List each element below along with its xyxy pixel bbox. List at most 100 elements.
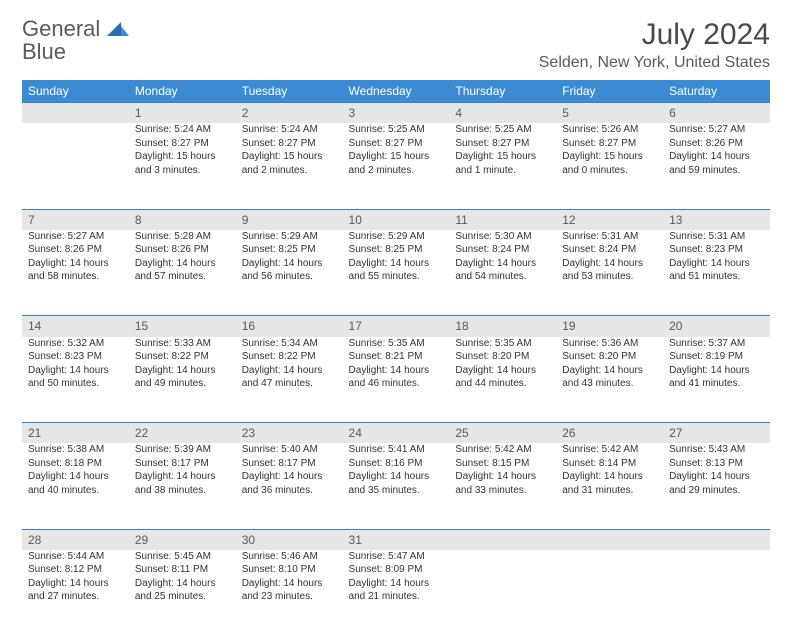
- day-number: 26: [556, 423, 663, 444]
- day-cell: Sunrise: 5:27 AMSunset: 8:26 PMDaylight:…: [22, 230, 129, 316]
- sunset-line: Sunset: 8:27 PM: [242, 137, 337, 151]
- daylight-line: Daylight: 14 hours and 40 minutes.: [28, 470, 123, 497]
- daylight-line: Daylight: 14 hours and 51 minutes.: [669, 257, 764, 284]
- day-number: 8: [129, 209, 236, 230]
- daylight-line: Daylight: 14 hours and 56 minutes.: [242, 257, 337, 284]
- day-number: 19: [556, 316, 663, 337]
- sunset-line: Sunset: 8:20 PM: [455, 350, 550, 364]
- sunset-line: Sunset: 8:12 PM: [28, 563, 123, 577]
- daylight-line: Daylight: 14 hours and 41 minutes.: [669, 364, 764, 391]
- day-cell: Sunrise: 5:47 AMSunset: 8:09 PMDaylight:…: [343, 550, 450, 636]
- day-number: 21: [22, 423, 129, 444]
- data-row: Sunrise: 5:38 AMSunset: 8:18 PMDaylight:…: [22, 443, 770, 529]
- day-number: 29: [129, 529, 236, 550]
- sunrise-line: Sunrise: 5:35 AM: [349, 337, 444, 351]
- day-cell: Sunrise: 5:29 AMSunset: 8:25 PMDaylight:…: [236, 230, 343, 316]
- sunrise-line: Sunrise: 5:38 AM: [28, 443, 123, 457]
- sunset-line: Sunset: 8:16 PM: [349, 457, 444, 471]
- data-row: Sunrise: 5:44 AMSunset: 8:12 PMDaylight:…: [22, 550, 770, 636]
- calendar-body: 123456Sunrise: 5:24 AMSunset: 8:27 PMDay…: [22, 103, 770, 636]
- sunset-line: Sunset: 8:25 PM: [349, 243, 444, 257]
- day-number: 6: [663, 103, 770, 124]
- sunrise-line: Sunrise: 5:47 AM: [349, 550, 444, 564]
- day-number: 11: [449, 209, 556, 230]
- daylight-line: Daylight: 14 hours and 29 minutes.: [669, 470, 764, 497]
- sunset-line: Sunset: 8:14 PM: [562, 457, 657, 471]
- sunrise-line: Sunrise: 5:27 AM: [28, 230, 123, 244]
- sunrise-line: Sunrise: 5:39 AM: [135, 443, 230, 457]
- day-cell: Sunrise: 5:24 AMSunset: 8:27 PMDaylight:…: [236, 123, 343, 209]
- day-number: [556, 529, 663, 550]
- day-number: 10: [343, 209, 450, 230]
- title-block: July 2024 Selden, New York, United State…: [539, 18, 770, 72]
- logo: General Blue: [22, 18, 129, 64]
- day-number: 7: [22, 209, 129, 230]
- sunset-line: Sunset: 8:20 PM: [562, 350, 657, 364]
- day-cell: Sunrise: 5:42 AMSunset: 8:14 PMDaylight:…: [556, 443, 663, 529]
- day-number: 1: [129, 103, 236, 124]
- sunset-line: Sunset: 8:23 PM: [669, 243, 764, 257]
- sunset-line: Sunset: 8:17 PM: [242, 457, 337, 471]
- daylight-line: Daylight: 15 hours and 2 minutes.: [349, 150, 444, 177]
- day-number: 16: [236, 316, 343, 337]
- weekday-header: Monday: [129, 80, 236, 103]
- daynum-row: 123456: [22, 103, 770, 124]
- day-cell: Sunrise: 5:34 AMSunset: 8:22 PMDaylight:…: [236, 337, 343, 423]
- data-row: Sunrise: 5:27 AMSunset: 8:26 PMDaylight:…: [22, 230, 770, 316]
- sunrise-line: Sunrise: 5:42 AM: [562, 443, 657, 457]
- day-number: 25: [449, 423, 556, 444]
- sunset-line: Sunset: 8:26 PM: [135, 243, 230, 257]
- day-cell: Sunrise: 5:43 AMSunset: 8:13 PMDaylight:…: [663, 443, 770, 529]
- sunrise-line: Sunrise: 5:41 AM: [349, 443, 444, 457]
- day-cell: Sunrise: 5:32 AMSunset: 8:23 PMDaylight:…: [22, 337, 129, 423]
- sunrise-line: Sunrise: 5:46 AM: [242, 550, 337, 564]
- weekday-header: Sunday: [22, 80, 129, 103]
- sunset-line: Sunset: 8:13 PM: [669, 457, 764, 471]
- weekday-header: Wednesday: [343, 80, 450, 103]
- sunrise-line: Sunrise: 5:27 AM: [669, 123, 764, 137]
- weekday-row: SundayMondayTuesdayWednesdayThursdayFrid…: [22, 80, 770, 103]
- day-cell: Sunrise: 5:35 AMSunset: 8:21 PMDaylight:…: [343, 337, 450, 423]
- day-number: 13: [663, 209, 770, 230]
- daylight-line: Daylight: 14 hours and 33 minutes.: [455, 470, 550, 497]
- calendar-head: SundayMondayTuesdayWednesdayThursdayFrid…: [22, 80, 770, 103]
- day-number: 2: [236, 103, 343, 124]
- data-row: Sunrise: 5:24 AMSunset: 8:27 PMDaylight:…: [22, 123, 770, 209]
- sunrise-line: Sunrise: 5:33 AM: [135, 337, 230, 351]
- day-number: 3: [343, 103, 450, 124]
- day-number: 15: [129, 316, 236, 337]
- sunrise-line: Sunrise: 5:25 AM: [349, 123, 444, 137]
- day-cell: [663, 550, 770, 636]
- sunset-line: Sunset: 8:21 PM: [349, 350, 444, 364]
- sunset-line: Sunset: 8:15 PM: [455, 457, 550, 471]
- day-number: 22: [129, 423, 236, 444]
- day-cell: Sunrise: 5:33 AMSunset: 8:22 PMDaylight:…: [129, 337, 236, 423]
- day-cell: Sunrise: 5:31 AMSunset: 8:23 PMDaylight:…: [663, 230, 770, 316]
- daylight-line: Daylight: 14 hours and 50 minutes.: [28, 364, 123, 391]
- day-number: 5: [556, 103, 663, 124]
- sunrise-line: Sunrise: 5:28 AM: [135, 230, 230, 244]
- sunset-line: Sunset: 8:19 PM: [669, 350, 764, 364]
- sunset-line: Sunset: 8:26 PM: [28, 243, 123, 257]
- daylight-line: Daylight: 14 hours and 58 minutes.: [28, 257, 123, 284]
- day-number: 4: [449, 103, 556, 124]
- day-number: 28: [22, 529, 129, 550]
- sunrise-line: Sunrise: 5:31 AM: [562, 230, 657, 244]
- sunset-line: Sunset: 8:22 PM: [242, 350, 337, 364]
- sunrise-line: Sunrise: 5:44 AM: [28, 550, 123, 564]
- day-cell: Sunrise: 5:36 AMSunset: 8:20 PMDaylight:…: [556, 337, 663, 423]
- daylight-line: Daylight: 14 hours and 49 minutes.: [135, 364, 230, 391]
- daylight-line: Daylight: 14 hours and 53 minutes.: [562, 257, 657, 284]
- day-number: 17: [343, 316, 450, 337]
- daylight-line: Daylight: 14 hours and 35 minutes.: [349, 470, 444, 497]
- day-number: [663, 529, 770, 550]
- sunset-line: Sunset: 8:11 PM: [135, 563, 230, 577]
- day-number: 31: [343, 529, 450, 550]
- daylight-line: Daylight: 14 hours and 36 minutes.: [242, 470, 337, 497]
- daylight-line: Daylight: 14 hours and 55 minutes.: [349, 257, 444, 284]
- daylight-line: Daylight: 15 hours and 2 minutes.: [242, 150, 337, 177]
- weekday-header: Saturday: [663, 80, 770, 103]
- day-cell: Sunrise: 5:44 AMSunset: 8:12 PMDaylight:…: [22, 550, 129, 636]
- day-number: [449, 529, 556, 550]
- sunrise-line: Sunrise: 5:34 AM: [242, 337, 337, 351]
